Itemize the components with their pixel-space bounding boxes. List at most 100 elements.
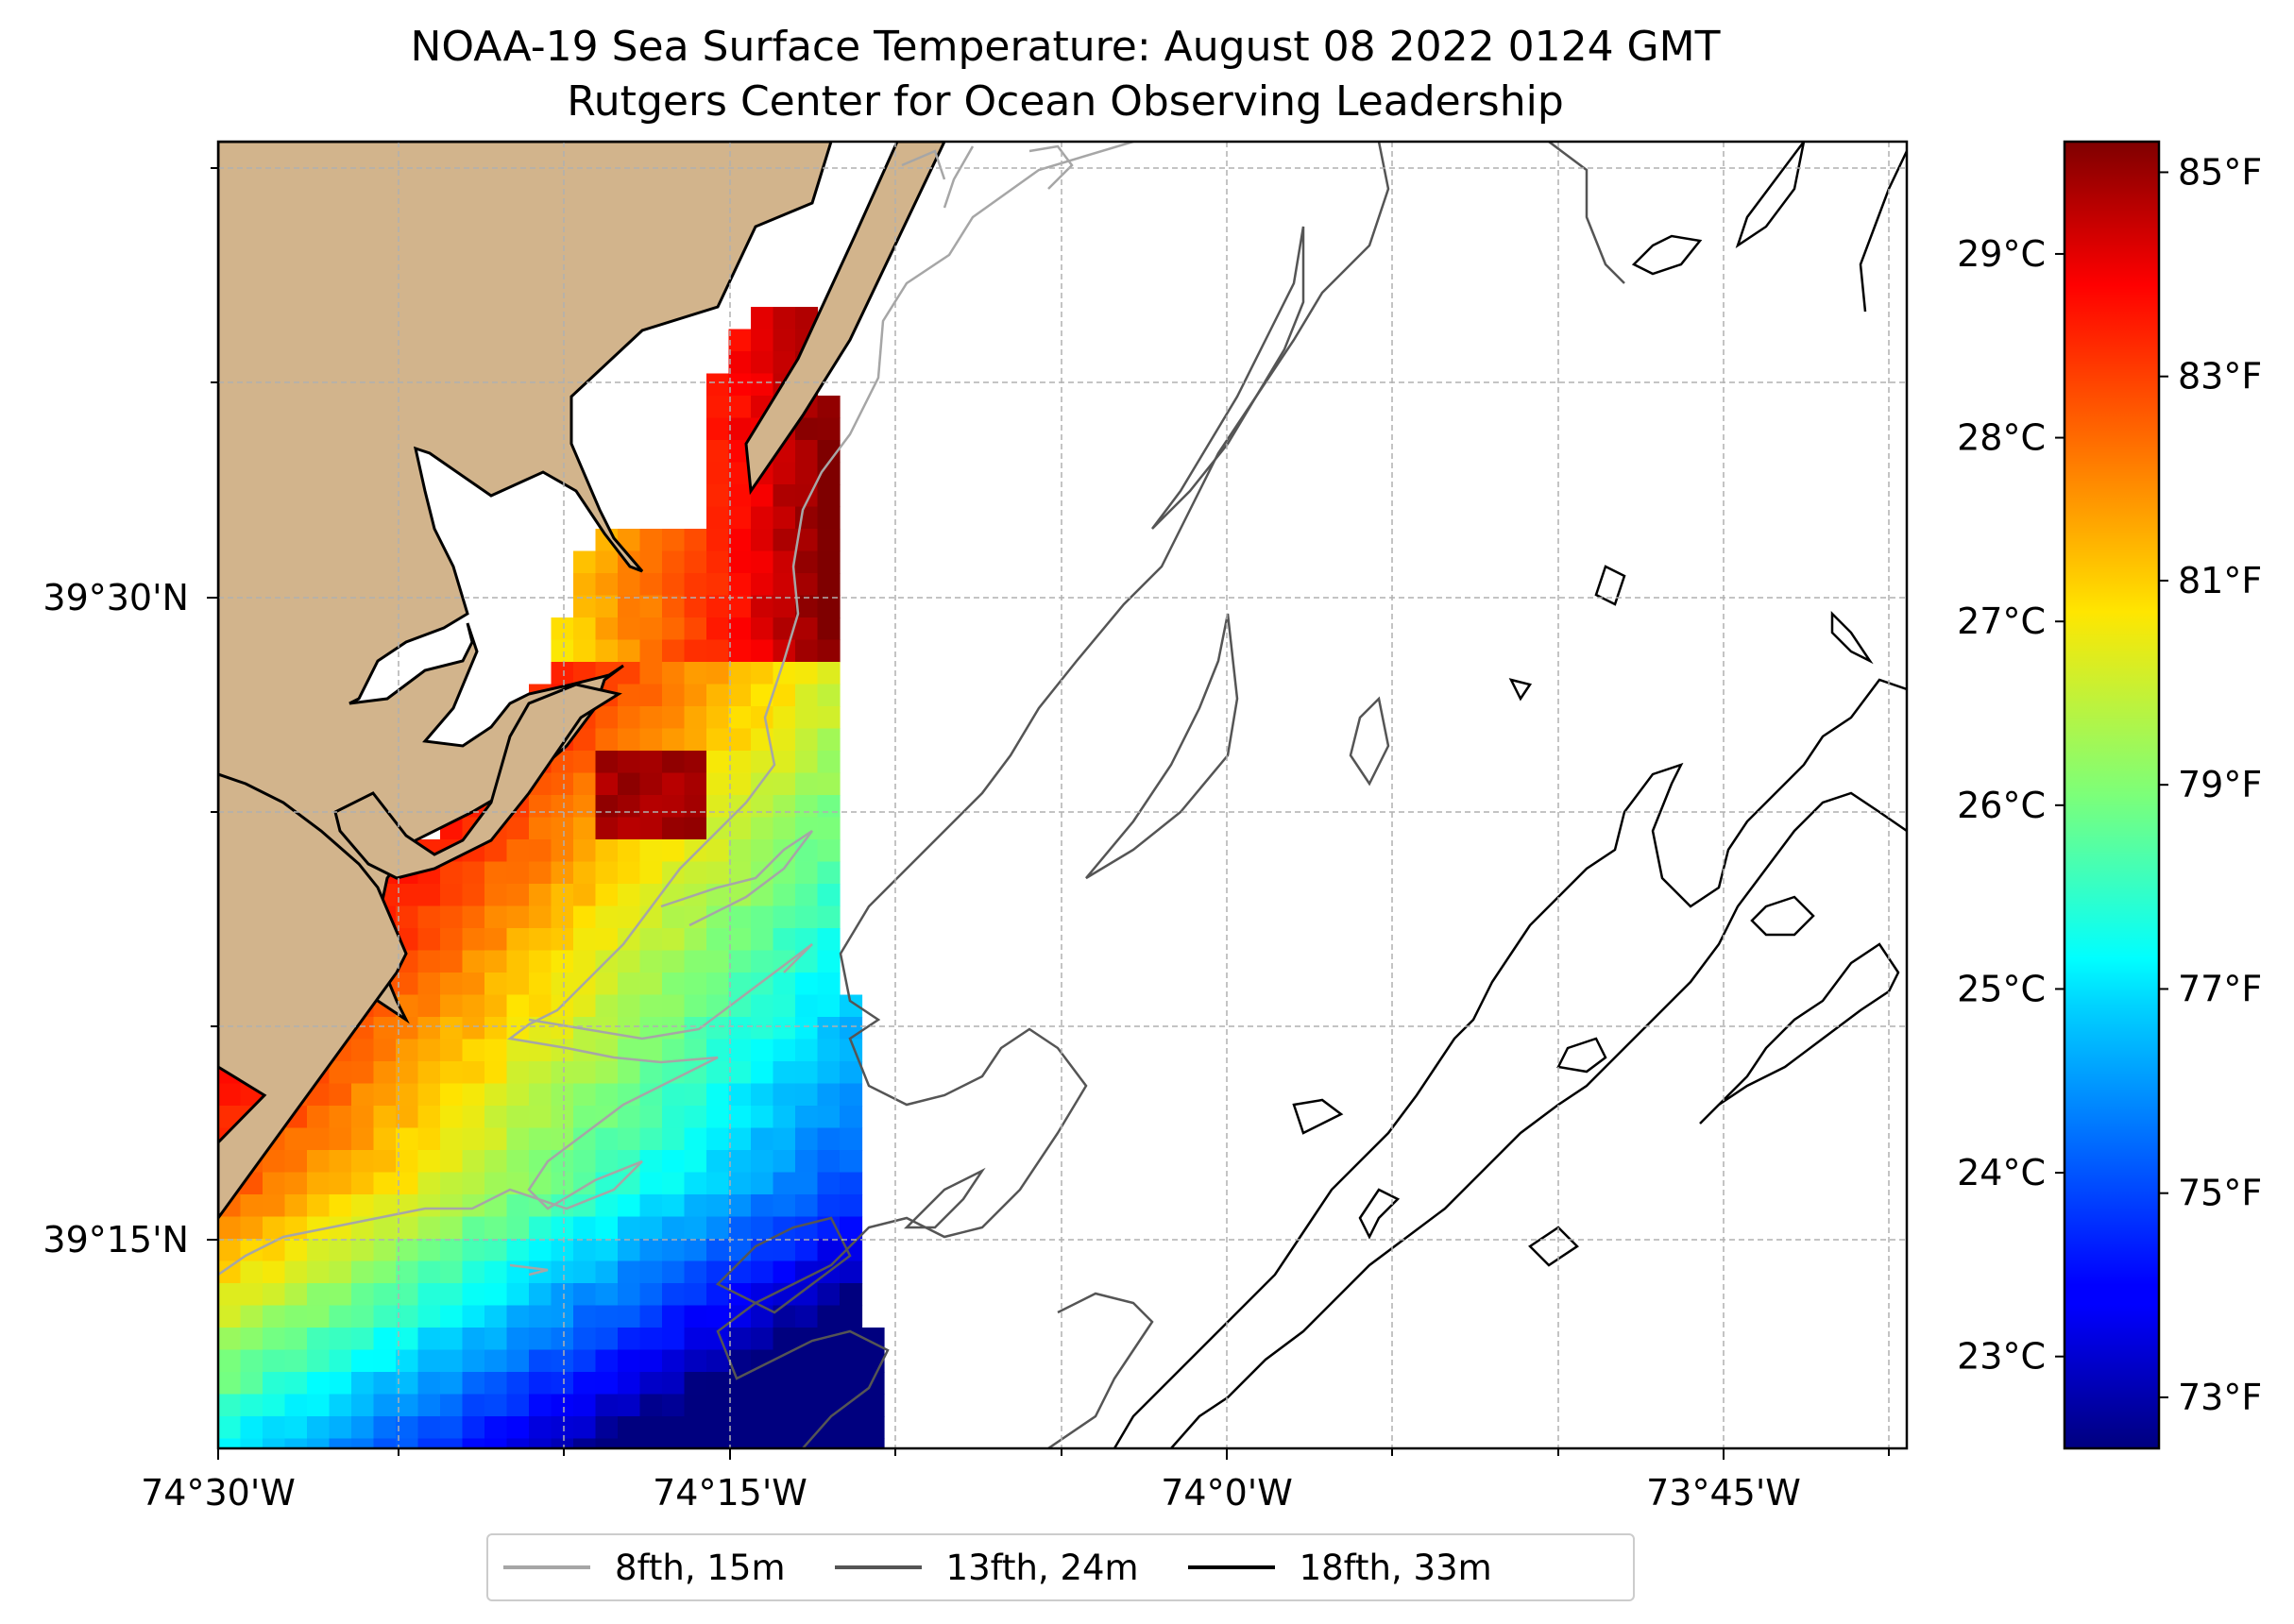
sst-pixel xyxy=(484,1061,508,1085)
sst-pixel xyxy=(639,861,663,885)
sst-pixel xyxy=(728,1039,752,1062)
land-barrier-island xyxy=(333,683,622,880)
sst-pixel xyxy=(618,861,641,885)
sst-pixel xyxy=(440,1438,464,1448)
sst-pixel xyxy=(484,1172,508,1195)
sst-pixel xyxy=(551,795,574,819)
sst-pixel xyxy=(618,728,641,752)
sst-pixel xyxy=(773,772,796,796)
sst-pixel xyxy=(440,1083,464,1107)
sst-pixel xyxy=(706,1283,730,1307)
sst-pixel xyxy=(396,973,419,996)
sst-pixel xyxy=(484,1039,508,1062)
sst-pixel xyxy=(373,1239,397,1262)
sst-pixel xyxy=(329,1239,352,1262)
sst-pixel xyxy=(440,1416,464,1440)
sst-pixel xyxy=(773,329,796,352)
sst-pixel xyxy=(861,1438,885,1448)
sst-pixel xyxy=(662,1039,686,1062)
sst-pixel xyxy=(773,928,796,952)
sst-pixel xyxy=(551,1216,574,1240)
sst-pixel xyxy=(684,861,707,885)
sst-pixel xyxy=(462,994,485,1018)
sst-pixel xyxy=(417,884,441,907)
sst-pixel xyxy=(551,662,574,685)
sst-pixel xyxy=(684,1305,707,1328)
sst-pixel xyxy=(751,1372,774,1396)
sst-pixel xyxy=(662,772,686,796)
sst-pixel xyxy=(662,639,686,663)
sst-pixel xyxy=(506,1283,530,1307)
sst-pixel xyxy=(751,662,774,685)
colorbar-celsius-label: 24°C xyxy=(1957,1152,2046,1193)
sst-pixel xyxy=(529,1372,552,1396)
sst-pixel xyxy=(639,1239,663,1262)
sst-pixel xyxy=(706,1083,730,1107)
sst-pixel xyxy=(817,994,841,1018)
sst-pixel xyxy=(751,1194,774,1218)
land-peninsula xyxy=(218,772,408,1221)
sst-pixel xyxy=(573,839,597,863)
sst-pixel xyxy=(795,973,819,996)
sst-pixel xyxy=(263,1438,286,1448)
sst-pixel xyxy=(595,706,619,730)
sst-pixel xyxy=(773,1039,796,1062)
sst-pixel xyxy=(662,1394,686,1417)
sst-pixel xyxy=(773,728,796,752)
sst-pixel xyxy=(240,1328,263,1351)
colorbar-celsius-label: 23°C xyxy=(1957,1336,2046,1378)
sst-pixel xyxy=(840,1438,863,1448)
sst-pixel xyxy=(817,595,841,618)
sst-pixel xyxy=(817,573,841,597)
sst-pixel xyxy=(684,1083,707,1107)
sst-pixel xyxy=(595,1394,619,1417)
sst-pixel xyxy=(484,1394,508,1417)
sst-pixel xyxy=(840,1394,863,1417)
sst-pixel xyxy=(618,1260,641,1284)
sst-pixel xyxy=(817,1349,841,1373)
sst-pixel xyxy=(595,905,619,929)
sst-pixel xyxy=(329,1394,352,1417)
sst-pixel xyxy=(351,1083,375,1107)
sst-pixel xyxy=(795,751,819,774)
sst-pixel xyxy=(573,1438,597,1448)
x-tick-label: 74°15'W xyxy=(653,1472,807,1514)
sst-pixel xyxy=(529,905,552,929)
sst-pixel xyxy=(462,1039,485,1062)
sst-pixel xyxy=(595,1328,619,1351)
sst-pixel xyxy=(573,905,597,929)
sst-pixel xyxy=(773,1283,796,1307)
sst-pixel xyxy=(817,1127,841,1151)
sst-pixel xyxy=(639,973,663,996)
sst-pixel xyxy=(751,1150,774,1174)
sst-pixel xyxy=(307,1372,331,1396)
sst-pixel xyxy=(440,905,464,929)
sst-pixel xyxy=(639,839,663,863)
sst-pixel xyxy=(506,1438,530,1448)
sst-pixel xyxy=(751,1061,774,1085)
sst-pixel xyxy=(529,1283,552,1307)
sst-pixel xyxy=(462,950,485,973)
sst-pixel xyxy=(618,1328,641,1351)
x-tick-label: 74°30'W xyxy=(141,1472,296,1514)
sst-pixel xyxy=(263,1416,286,1440)
sst-pixel xyxy=(817,639,841,663)
sst-pixel xyxy=(551,973,574,996)
sst-pixel xyxy=(706,1172,730,1195)
sst-pixel xyxy=(484,861,508,885)
sst-pixel xyxy=(773,1305,796,1328)
sst-pixel xyxy=(795,1194,819,1218)
sst-pixel xyxy=(595,1349,619,1373)
colorbar-celsius-label: 27°C xyxy=(1957,601,2046,642)
sst-pixel xyxy=(795,1127,819,1151)
sst-pixel xyxy=(861,1349,885,1373)
sst-pixel xyxy=(706,1416,730,1440)
legend-label: 13fth, 24m xyxy=(945,1547,1139,1588)
sst-pixel xyxy=(396,1372,419,1396)
sst-pixel xyxy=(396,1083,419,1107)
sst-pixel xyxy=(639,706,663,730)
sst-pixel xyxy=(728,1216,752,1240)
sst-pixel xyxy=(773,529,796,552)
sst-pixel xyxy=(506,1061,530,1085)
sst-pixel xyxy=(595,1260,619,1284)
